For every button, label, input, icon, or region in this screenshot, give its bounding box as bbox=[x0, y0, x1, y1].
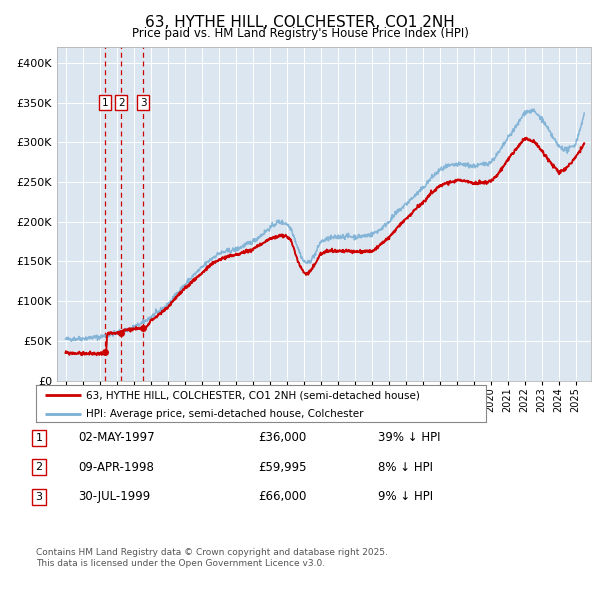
Text: £66,000: £66,000 bbox=[258, 490, 307, 503]
Point bbox=[100, 348, 110, 357]
Text: This data is licensed under the Open Government Licence v3.0.: This data is licensed under the Open Gov… bbox=[36, 559, 325, 568]
Text: 30-JUL-1999: 30-JUL-1999 bbox=[78, 490, 150, 503]
Text: £59,995: £59,995 bbox=[258, 461, 307, 474]
Text: 09-APR-1998: 09-APR-1998 bbox=[78, 461, 154, 474]
Text: Contains HM Land Registry data © Crown copyright and database right 2025.: Contains HM Land Registry data © Crown c… bbox=[36, 548, 388, 556]
Text: 1: 1 bbox=[102, 98, 109, 108]
Text: 2: 2 bbox=[118, 98, 124, 108]
Text: 3: 3 bbox=[35, 492, 43, 502]
Text: 02-MAY-1997: 02-MAY-1997 bbox=[78, 431, 155, 444]
Text: £36,000: £36,000 bbox=[258, 431, 306, 444]
Text: 8% ↓ HPI: 8% ↓ HPI bbox=[378, 461, 433, 474]
Text: Price paid vs. HM Land Registry's House Price Index (HPI): Price paid vs. HM Land Registry's House … bbox=[131, 27, 469, 40]
Text: 2: 2 bbox=[35, 463, 43, 472]
Text: HPI: Average price, semi-detached house, Colchester: HPI: Average price, semi-detached house,… bbox=[86, 409, 363, 419]
Text: 39% ↓ HPI: 39% ↓ HPI bbox=[378, 431, 440, 444]
Text: 63, HYTHE HILL, COLCHESTER, CO1 2NH: 63, HYTHE HILL, COLCHESTER, CO1 2NH bbox=[145, 15, 455, 30]
Point bbox=[139, 323, 148, 333]
Point bbox=[116, 328, 126, 337]
Text: 63, HYTHE HILL, COLCHESTER, CO1 2NH (semi-detached house): 63, HYTHE HILL, COLCHESTER, CO1 2NH (sem… bbox=[86, 390, 419, 400]
Text: 3: 3 bbox=[140, 98, 147, 108]
Text: 9% ↓ HPI: 9% ↓ HPI bbox=[378, 490, 433, 503]
Text: 1: 1 bbox=[35, 433, 43, 442]
